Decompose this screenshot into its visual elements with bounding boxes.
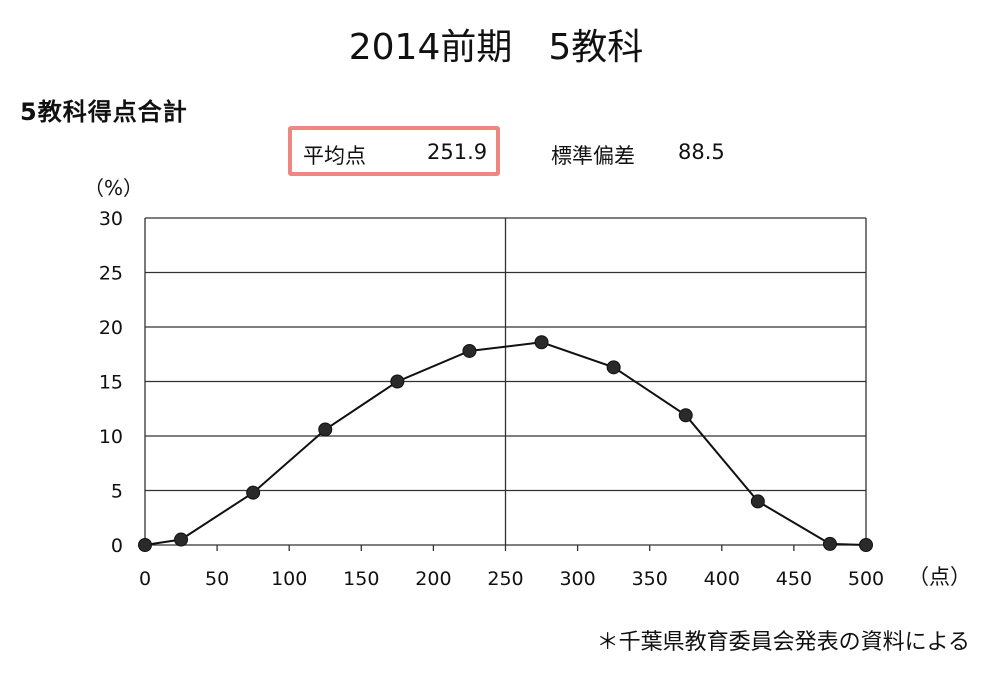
data-point [390,374,405,389]
data-point [462,343,477,358]
source-note: ＊千葉県教育委員会発表の資料による [596,630,970,655]
x-tick-label: 50 [205,568,229,590]
page-title: 2014前期 5教科 [348,27,644,68]
standard-deviation-label: 標準偏差 [551,144,635,168]
mean-label: 平均点 [303,144,366,168]
data-point [859,538,873,552]
data-point [174,532,189,547]
series-line [144,341,867,546]
data-point [138,538,152,552]
y-axis-label: （%） [84,176,144,200]
x-tick-label: 350 [632,568,668,590]
y-tick-label: 30 [99,208,123,230]
standard-deviation-value: 88.5 [678,140,725,164]
x-tick-label: 400 [704,568,740,590]
y-tick-label: 0 [111,535,123,557]
y-tick-label: 25 [99,263,123,285]
x-tick-label: 250 [487,568,523,590]
data-point [246,485,261,500]
x-tick-label: 150 [343,568,379,590]
data-point [750,494,765,509]
y-tick-label: 5 [111,481,123,503]
x-tick-label: 300 [559,568,595,590]
data-point [534,335,549,350]
data-point [318,422,333,437]
section-title: 5教科得点合計 [20,98,188,126]
x-tick-label: 0 [139,568,151,590]
data-point [606,360,621,375]
x-tick-label: 200 [415,568,451,590]
x-tick-label: 100 [271,568,307,590]
y-tick-label: 15 [99,372,123,394]
data-point [822,536,837,551]
y-tick-label: 10 [99,426,123,448]
x-axis-label: （点） [908,565,971,589]
y-tick-label: 20 [99,317,123,339]
data-point [678,408,693,423]
mean-highlight-box [288,126,500,176]
x-tick-label: 450 [776,568,812,590]
mean-value: 251.9 [427,140,488,164]
x-tick-label: 500 [848,568,884,590]
